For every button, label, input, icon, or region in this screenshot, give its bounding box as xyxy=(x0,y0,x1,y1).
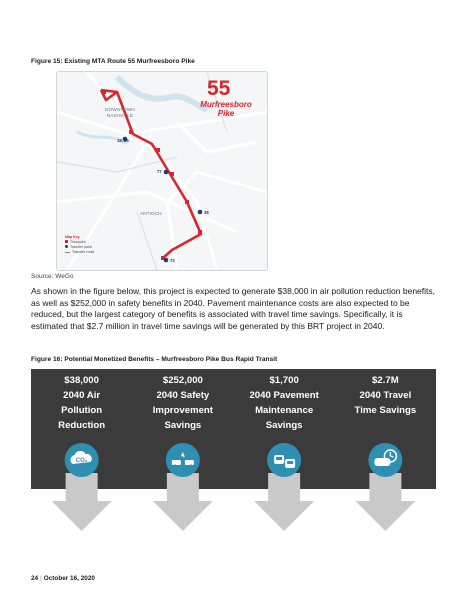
transfer-route-icon xyxy=(65,251,70,253)
route-map: 55 Murfreesboro Pike DOWNTOWN NASHVILLE … xyxy=(56,71,268,271)
benefit-label-line-3: Savings xyxy=(266,420,303,431)
figure-15-source: Source: WeGo xyxy=(31,273,74,280)
benefit-label-line-2: Maintenance xyxy=(255,405,313,416)
benefit-label-line-1: 2040 Air xyxy=(63,390,100,401)
benefit-label-line-1: 2040 Travel xyxy=(360,390,412,401)
benefit-item: $2.7M 2040 Travel Time Savings xyxy=(355,375,417,531)
map-key-item-label: Transfer point xyxy=(70,245,93,249)
benefit-label-line-1: 2040 Safety xyxy=(156,390,209,401)
map-key-item-label: Timepoint xyxy=(70,240,86,244)
benefit-item: $1,700 2040 Pavement Maintenance Savings xyxy=(249,375,320,531)
benefit-label-line-2: Improvement xyxy=(153,405,214,416)
figure-15-caption: Figure 15: Existing MTA Route 55 Murfree… xyxy=(31,58,195,65)
map-key: Map Key Timepoint Transfer point Transfe… xyxy=(65,235,94,255)
co2-label: CO₂ xyxy=(76,458,88,464)
route-name: Murfreesboro Pike xyxy=(187,100,265,118)
benefit-item: $38,000 2040 Air Pollution Reduction CO₂ xyxy=(51,375,112,531)
figure-16-caption: Figure 16: Potential Monetized Benefits … xyxy=(31,356,278,363)
benefit-item: $252,000 2040 Safety Improvement Savings xyxy=(153,375,214,531)
map-key-title: Map Key xyxy=(65,235,80,239)
downtown-label: DOWNTOWN NASHVILLE xyxy=(105,108,135,120)
benefit-value: $38,000 xyxy=(64,375,99,386)
route-55-line xyxy=(99,89,203,259)
down-arrow xyxy=(152,473,213,531)
benefits-infographic: $38,000 2040 Air Pollution Reduction CO₂ $252… xyxy=(31,369,436,531)
downtown-label-line-2: NASHVILLE xyxy=(106,114,134,119)
benefits-panel xyxy=(31,369,436,489)
icon-glyph: CO₂ xyxy=(70,450,92,464)
timepoint-icon xyxy=(65,240,68,243)
benefit-value: $2.7M xyxy=(372,375,399,386)
benefit-label-line-3: Savings xyxy=(164,420,201,431)
antioch-label: ANTIOCH xyxy=(140,212,162,217)
map-key-item-label: Transfer route xyxy=(72,250,95,254)
car-crash-icon xyxy=(165,443,200,477)
page-footer: 24 | October 16, 2020 xyxy=(31,575,95,582)
downtown-label-line-1: DOWNTOWN xyxy=(105,108,135,113)
connector-label-2: 77 xyxy=(157,169,162,174)
icon-glyph xyxy=(171,452,194,468)
page-number: 24 xyxy=(31,575,39,582)
transfer-point-icon xyxy=(65,245,68,248)
icon-glyph xyxy=(274,455,296,468)
down-arrow xyxy=(254,473,315,531)
map-key-item: Timepoint xyxy=(65,240,94,245)
footer-date: October 16, 2020 xyxy=(43,575,95,582)
connector-label-4: 73 xyxy=(170,258,175,263)
benefit-value: $1,700 xyxy=(269,375,298,386)
down-arrow xyxy=(355,473,416,531)
route-name-line-2: Pike xyxy=(217,109,235,118)
down-arrow xyxy=(51,473,112,531)
icon-glyph xyxy=(374,449,398,466)
body-paragraph: As shown in the figure below, this proje… xyxy=(31,286,436,331)
route-name-line-1: Murfreesboro xyxy=(200,100,252,109)
benefit-label-line-2: Time Savings xyxy=(355,405,417,416)
benefit-value: $252,000 xyxy=(163,375,203,386)
connector-label-3: 38 xyxy=(204,210,209,215)
benefit-label-line-2: Pollution xyxy=(61,405,102,416)
footer-separator: | xyxy=(40,575,42,582)
route-number: 55 xyxy=(207,77,231,100)
map-key-item: Transfer point xyxy=(65,245,94,250)
map-key-item: Transfer route xyxy=(65,250,94,255)
benefit-label-line-1: 2040 Pavement xyxy=(249,390,319,401)
connector-label-1: 18, 25 xyxy=(117,138,129,143)
benefit-label-line-3: Reduction xyxy=(58,420,105,431)
route-map-graphic xyxy=(57,72,267,270)
